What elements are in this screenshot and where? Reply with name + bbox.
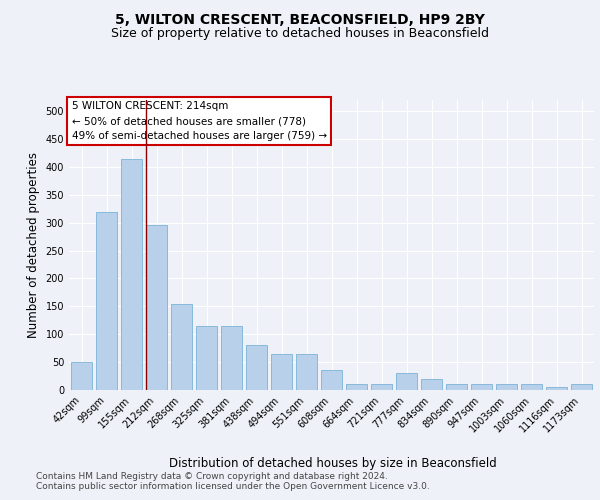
Text: Contains public sector information licensed under the Open Government Licence v3: Contains public sector information licen… — [36, 482, 430, 491]
Bar — [446, 384, 467, 390]
Bar — [171, 304, 192, 390]
Bar — [321, 370, 342, 390]
Bar — [421, 379, 442, 390]
Bar — [271, 354, 292, 390]
Bar — [396, 374, 417, 390]
Bar — [521, 384, 542, 390]
Bar — [571, 384, 592, 390]
Bar — [546, 387, 567, 390]
Bar — [196, 326, 217, 390]
Text: Distribution of detached houses by size in Beaconsfield: Distribution of detached houses by size … — [169, 458, 497, 470]
Bar — [496, 384, 517, 390]
Y-axis label: Number of detached properties: Number of detached properties — [27, 152, 40, 338]
Text: 5 WILTON CRESCENT: 214sqm
← 50% of detached houses are smaller (778)
49% of semi: 5 WILTON CRESCENT: 214sqm ← 50% of detac… — [71, 102, 327, 141]
Text: Contains HM Land Registry data © Crown copyright and database right 2024.: Contains HM Land Registry data © Crown c… — [36, 472, 388, 481]
Bar — [121, 158, 142, 390]
Bar — [471, 384, 492, 390]
Bar — [221, 326, 242, 390]
Bar — [346, 384, 367, 390]
Bar — [96, 212, 117, 390]
Bar — [146, 226, 167, 390]
Text: 5, WILTON CRESCENT, BEACONSFIELD, HP9 2BY: 5, WILTON CRESCENT, BEACONSFIELD, HP9 2B… — [115, 12, 485, 26]
Bar — [71, 362, 92, 390]
Bar — [296, 354, 317, 390]
Text: Size of property relative to detached houses in Beaconsfield: Size of property relative to detached ho… — [111, 28, 489, 40]
Bar — [246, 346, 267, 390]
Bar — [371, 384, 392, 390]
